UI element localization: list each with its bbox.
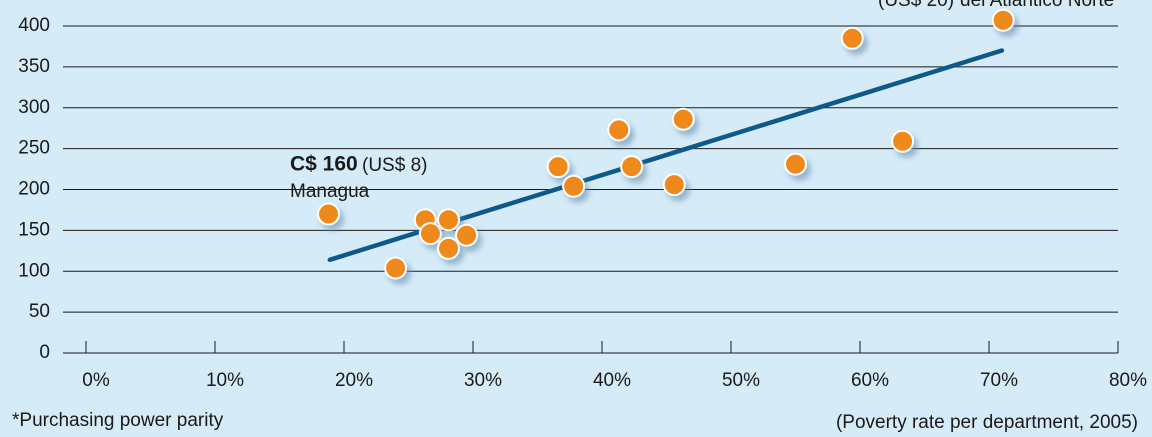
point <box>840 26 864 50</box>
x-tick-label: 70% <box>980 370 1018 391</box>
point <box>562 174 586 198</box>
y-tick-label: 200 <box>18 179 50 200</box>
y-tick-label: 50 <box>29 301 50 322</box>
x-tick-label: 0% <box>82 370 110 391</box>
x-axis-label: (Poverty rate per department, 2005) <box>836 412 1138 433</box>
point <box>436 208 460 232</box>
annotation-place: Managua <box>290 181 370 202</box>
annotation-top-usd: (US$ 20) <box>878 0 954 11</box>
point <box>620 155 644 179</box>
marks <box>317 8 1015 280</box>
y-tick-label: 0 <box>39 342 50 363</box>
point <box>671 107 695 131</box>
point <box>317 202 341 226</box>
x-tick-label: 10% <box>206 370 244 391</box>
y-tick-label: 100 <box>18 260 50 281</box>
annotation-amount: C$ 160 <box>290 153 358 176</box>
point <box>436 236 460 260</box>
point <box>784 152 807 176</box>
annotation-usd: (US$ 8) <box>362 155 427 176</box>
x-tick-label: 60% <box>851 370 889 391</box>
x-tick-label: 20% <box>335 370 373 391</box>
y-tick-label: 150 <box>18 219 50 240</box>
point <box>991 8 1015 32</box>
point <box>455 223 479 247</box>
footnote: *Purchasing power parity <box>12 410 224 431</box>
y-tick-label: 350 <box>18 56 50 77</box>
x-tick-label: 40% <box>593 370 631 391</box>
x-tick-label: 30% <box>464 370 502 391</box>
point <box>418 222 442 246</box>
y-tick-label: 300 <box>18 97 50 118</box>
point <box>607 118 631 142</box>
point <box>546 155 570 179</box>
point <box>662 173 686 197</box>
y-tick-label: 250 <box>18 138 50 159</box>
annotation-top-place: del Atlántico Norte <box>960 0 1114 11</box>
grid: 0 50 100 150 200 250 300 350 400 0% 10% 20% 30% 40% 50… <box>18 15 1147 391</box>
x-tick-label: 80% <box>1109 370 1147 391</box>
y-tick-label: 400 <box>18 15 50 36</box>
point <box>384 256 408 280</box>
point <box>891 129 915 153</box>
x-tick-label: 50% <box>722 370 760 391</box>
